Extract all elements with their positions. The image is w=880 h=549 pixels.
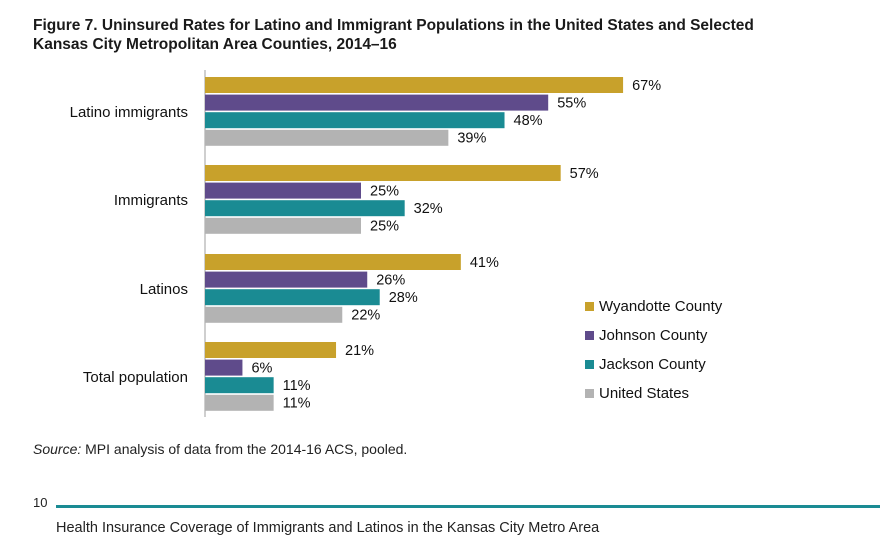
bar-latinos-united-states: [205, 306, 343, 323]
bar-latino-immigrants-united-states: [205, 129, 449, 146]
bar-latino-immigrants-wyandotte-county: [205, 77, 624, 93]
data-label-latinos-united-states: 22%: [351, 308, 380, 324]
bar-total-population-united-states: [205, 394, 274, 411]
bar-immigrants-wyandotte-county: [205, 165, 561, 181]
page-number: 10: [33, 495, 48, 510]
data-label-immigrants-jackson-county: 32%: [414, 201, 443, 217]
data-label-total-population-wyandotte-county: 21%: [345, 343, 374, 359]
data-label-immigrants-united-states: 25%: [370, 219, 399, 235]
data-label-latino-immigrants-jackson-county: 48%: [514, 113, 543, 129]
legend-label-jackson-county: Jackson County: [599, 356, 706, 373]
data-label-immigrants-johnson-county: 25%: [370, 183, 399, 199]
footer-rule: [56, 505, 880, 508]
legend-label-johnson-county: Johnson County: [599, 327, 708, 344]
bar-immigrants-johnson-county: [205, 182, 361, 199]
bar-latino-immigrants-johnson-county: [205, 94, 549, 111]
bar-chart: Latino immigrants 67% 55% 48% 39% Immigrants 5…: [70, 70, 723, 417]
bar-latino-immigrants-jackson-county: [205, 112, 505, 129]
legend-swatch-jackson-county: [585, 360, 594, 369]
data-label-latino-immigrants-johnson-county: 55%: [557, 95, 586, 111]
category-label-immigrants: Immigrants: [114, 192, 188, 209]
legend-label-united-states: United States: [599, 385, 689, 402]
data-label-total-population-united-states: 11%: [283, 396, 311, 412]
data-label-total-population-johnson-county: 6%: [251, 360, 272, 376]
data-label-total-population-jackson-county: 11%: [283, 378, 311, 394]
data-label-latinos-wyandotte-county: 41%: [470, 255, 499, 271]
bar-latinos-jackson-county: [205, 289, 380, 306]
category-label-total-population: Total population: [83, 369, 188, 386]
data-label-latino-immigrants-united-states: 39%: [457, 131, 486, 147]
bar-latinos-wyandotte-county: [205, 254, 461, 270]
figure-title-line-2: Kansas City Metropolitan Area Counties, …: [33, 36, 397, 53]
legend-label-wyandotte-county: Wyandotte County: [599, 298, 723, 315]
category-label-latino-immigrants: Latino immigrants: [70, 104, 188, 121]
source-text: MPI analysis of data from the 2014-16 AC…: [81, 441, 408, 457]
legend-swatch-united-states: [585, 389, 594, 398]
figure-title-line-1: Figure 7. Uninsured Rates for Latino and…: [33, 17, 754, 34]
bar-latinos-johnson-county: [205, 271, 368, 288]
data-label-latinos-johnson-county: 26%: [376, 272, 405, 288]
bar-immigrants-jackson-county: [205, 200, 405, 217]
source-note: Source: MPI analysis of data from the 20…: [33, 441, 407, 457]
data-label-latino-immigrants-wyandotte-county: 67%: [632, 78, 661, 94]
bar-total-population-wyandotte-county: [205, 342, 337, 358]
data-label-immigrants-wyandotte-county: 57%: [570, 166, 599, 182]
bar-total-population-jackson-county: [205, 377, 274, 394]
category-label-latinos: Latinos: [140, 281, 188, 298]
figure-title: Figure 7. Uninsured Rates for Latino and…: [33, 16, 873, 54]
legend-swatch-johnson-county: [585, 331, 594, 340]
bar-total-population-johnson-county: [205, 359, 243, 376]
data-label-latinos-jackson-county: 28%: [389, 290, 418, 306]
bar-immigrants-united-states: [205, 217, 361, 234]
legend-swatch-wyandotte-county: [585, 302, 594, 311]
footer-text: Health Insurance Coverage of Immigrants …: [56, 520, 600, 536]
source-label: Source:: [33, 441, 82, 457]
